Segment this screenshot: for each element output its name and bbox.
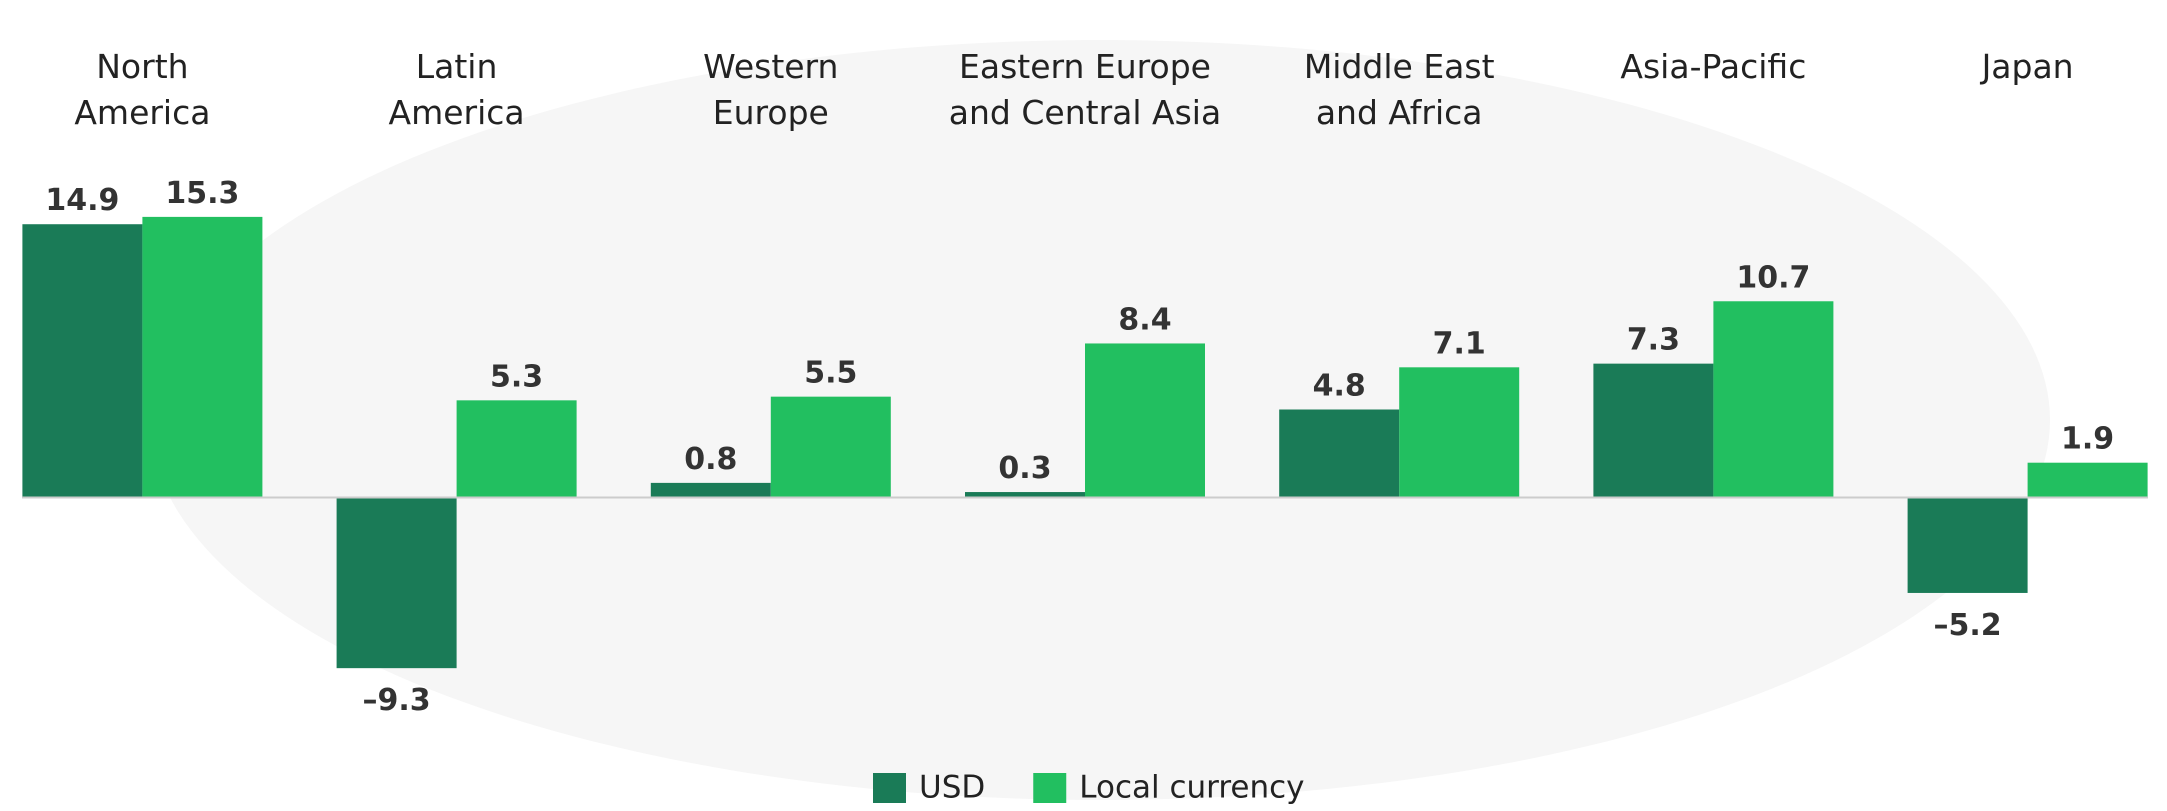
bar xyxy=(336,497,457,669)
category-label: Latin America xyxy=(388,47,525,132)
value-label: 1.9 xyxy=(2061,422,2114,457)
bar xyxy=(650,482,771,498)
value-label: –5.2 xyxy=(1934,608,2002,643)
legend-label: USD xyxy=(919,770,985,806)
legend-swatch xyxy=(873,773,906,803)
bar xyxy=(142,216,263,498)
value-label: 14.9 xyxy=(45,183,119,218)
category-label: Middle East and Africa xyxy=(1303,47,1495,132)
bar xyxy=(2027,462,2148,498)
category-label: Asia-Pacific xyxy=(1620,47,1807,86)
value-label: 4.8 xyxy=(1313,369,1366,404)
value-label: 5.5 xyxy=(804,356,857,391)
value-label: 15.3 xyxy=(165,176,239,211)
value-label: 0.8 xyxy=(684,442,737,477)
bar xyxy=(965,492,1085,498)
value-label: 7.3 xyxy=(1627,323,1680,358)
value-label: 7.1 xyxy=(1433,326,1486,361)
bar xyxy=(1593,363,1714,498)
category-label: Western Europe xyxy=(703,47,839,132)
value-label: 0.3 xyxy=(998,451,1051,486)
value-label: –9.3 xyxy=(363,683,431,718)
bar xyxy=(1907,497,2028,593)
category-label: Eastern Europe and Central Asia xyxy=(948,47,1222,132)
legend-swatch xyxy=(1033,773,1067,803)
bar xyxy=(1399,367,1520,498)
category-label: North America xyxy=(74,47,211,132)
value-label: 8.4 xyxy=(1118,302,1171,337)
bar xyxy=(1085,343,1205,498)
bar xyxy=(1279,409,1400,498)
bar xyxy=(1713,301,1834,498)
legend-label: Local currency xyxy=(1079,770,1304,806)
bar xyxy=(770,396,891,498)
bar xyxy=(456,400,577,498)
value-label: 10.7 xyxy=(1736,260,1810,295)
bar xyxy=(22,224,143,498)
value-label: 5.3 xyxy=(490,359,543,394)
category-label: Japan xyxy=(1981,47,2074,86)
